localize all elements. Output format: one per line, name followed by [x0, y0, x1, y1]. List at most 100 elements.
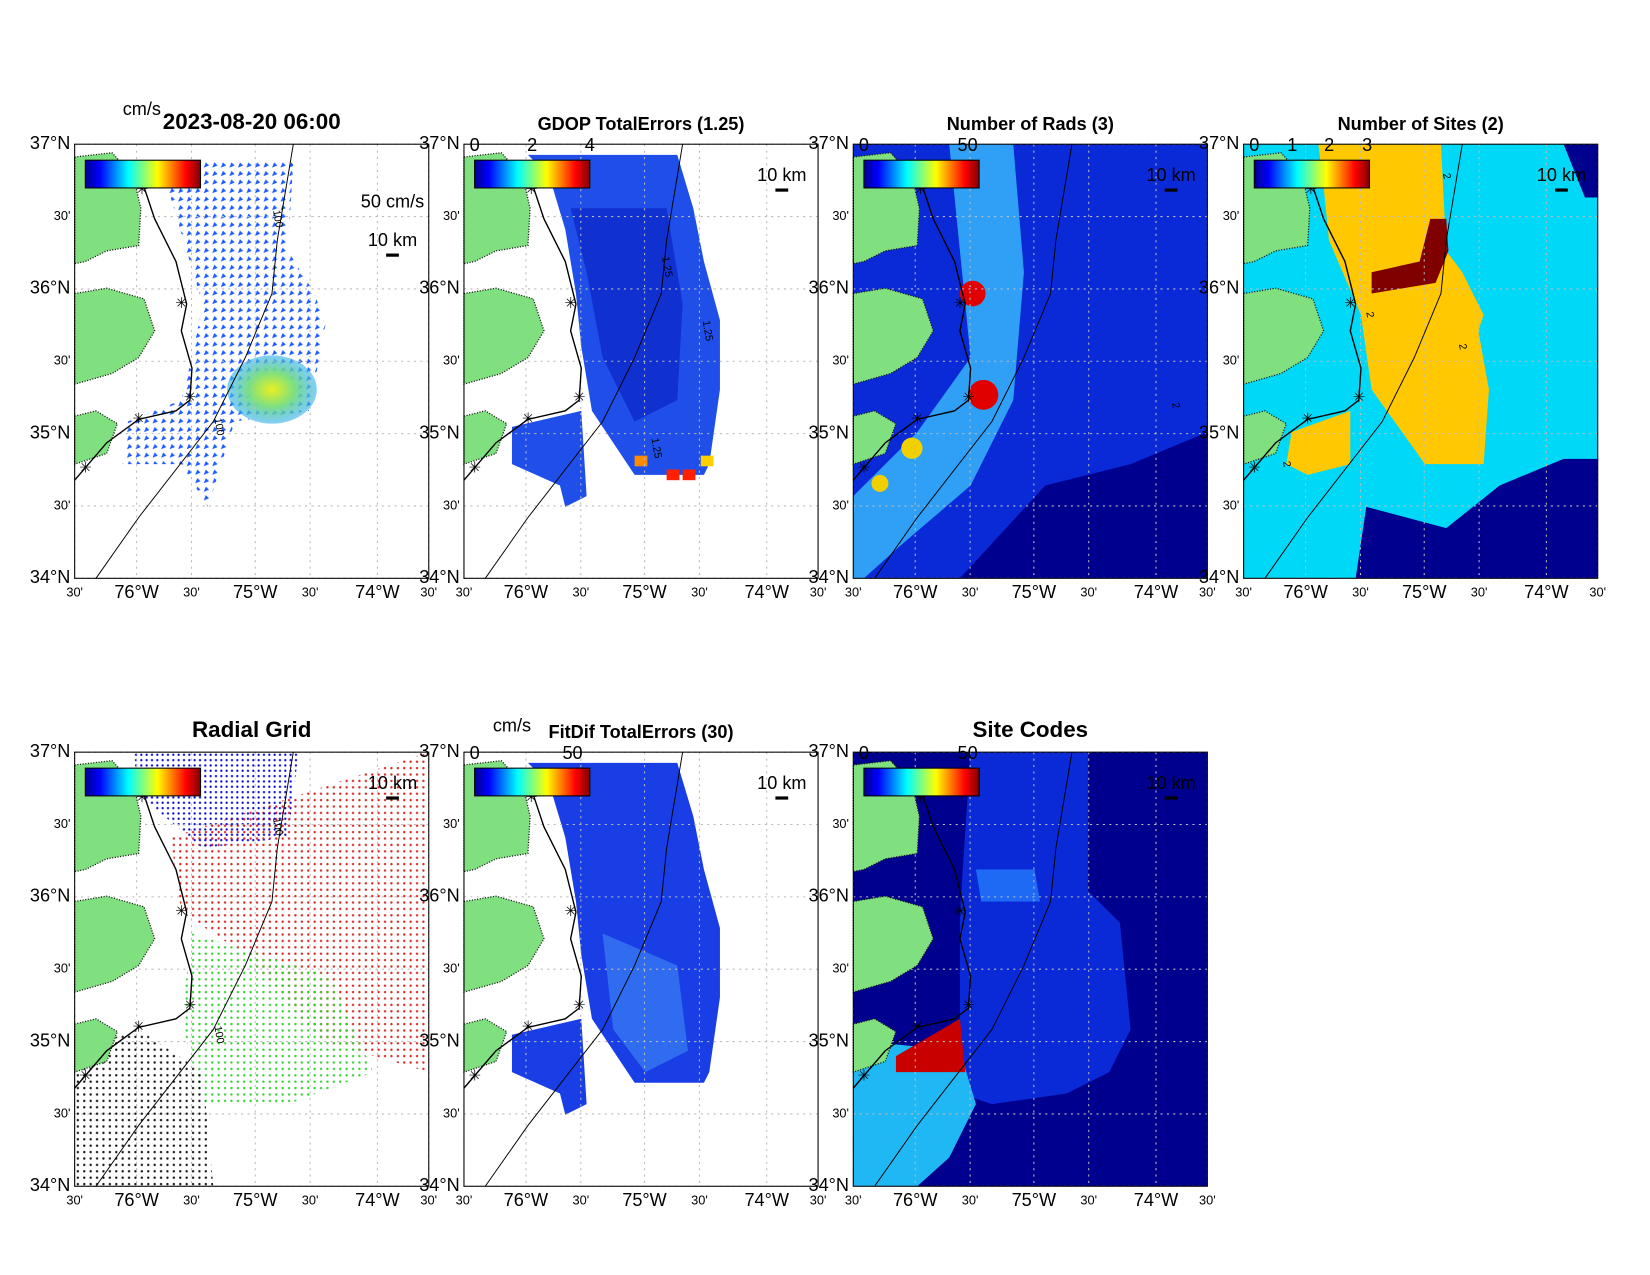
radar-site: ✳: [79, 459, 92, 476]
map-panel: ✳✳✳✳✳37°N30'36°N30'35°N30'34°N30' 76°W 30'…: [30, 717, 437, 1210]
map-frame: [74, 751, 430, 1187]
lat-label: 36°N: [808, 278, 848, 298]
panel-title: GDOP TotalErrors (1.25): [538, 114, 745, 134]
map-frame: [852, 751, 1208, 1187]
panel-title: Site Codes: [972, 717, 1088, 742]
colorbar-tick: 2: [527, 135, 537, 155]
count-hotspot: [901, 437, 923, 459]
coastline: [463, 767, 582, 1089]
lat-label: 36°N: [419, 278, 460, 298]
colorbar: [863, 159, 980, 189]
isobath: [95, 144, 294, 579]
radar-site: ✳: [468, 1067, 481, 1084]
lat-label: 30': [832, 497, 849, 512]
lat-label: 30': [54, 353, 71, 368]
radar-site: ✳: [954, 295, 967, 312]
lon-label: 30': [456, 1193, 473, 1208]
lon-label: 30': [456, 585, 473, 600]
contour-label: 2: [1169, 402, 1182, 410]
lat-label: 37°N: [1199, 133, 1239, 153]
land: [463, 895, 545, 993]
radar-site: ✳: [79, 1067, 92, 1084]
lon-label: 30': [845, 585, 862, 600]
radar-site: ✳: [132, 410, 145, 427]
radar-site: ✳: [564, 903, 577, 920]
lon-label: 75°W: [622, 1190, 667, 1210]
count-hotspot: [968, 379, 999, 410]
lon-label: 74°W: [1134, 582, 1179, 602]
land: [852, 895, 934, 993]
lat-label: 30': [443, 497, 460, 512]
contour-label: 100: [211, 1025, 226, 1045]
scale-label: 10 km: [1146, 165, 1195, 185]
panel-title: Number of Sites (2): [1338, 114, 1504, 134]
lon-label: 76°W: [114, 1190, 159, 1210]
map-panel: ✳✳✳✳✳37°N30'36°N30'35°N30'34°N30' 76°W 30'…: [808, 114, 1215, 602]
map-area: ✳✳✳✳✳: [852, 143, 1208, 579]
lat-label: 37°N: [808, 133, 848, 153]
isobath: [1264, 144, 1463, 579]
lat-label: 34°N: [808, 567, 848, 587]
radar-site: ✳: [1344, 295, 1357, 312]
error-cell: [666, 469, 680, 481]
lon-label: 76°W: [114, 582, 159, 602]
count-hotspot: [871, 474, 889, 492]
lon-label: 30': [420, 1193, 437, 1208]
scale-label: 10 km: [1537, 165, 1586, 185]
sites-field: [1563, 144, 1598, 198]
contour-label: 2: [1280, 460, 1293, 468]
lon-label: 30': [962, 1193, 979, 1208]
lon-label: 30': [572, 585, 589, 600]
radar-site: ✳: [911, 1018, 924, 1035]
lon-label: 75°W: [1012, 1190, 1057, 1210]
colorbar-unit: cm/s: [123, 99, 161, 119]
map-area: ✳✳✳✳✳: [852, 751, 1208, 1187]
count-field: [959, 432, 1208, 579]
lat-label: 30': [54, 816, 71, 831]
land: [1242, 287, 1325, 386]
coastline: [74, 160, 193, 481]
lon-label: 30': [572, 1193, 589, 1208]
lon-label: 30': [1352, 585, 1369, 600]
lat-label: 30': [832, 353, 849, 368]
isobath: [874, 144, 1073, 579]
map-frame: [852, 143, 1208, 579]
coastline: [852, 767, 972, 1089]
contour-label: 2: [1456, 343, 1469, 351]
radar-site: ✳: [175, 903, 188, 920]
lat-label: 37°N: [30, 741, 71, 761]
colorbar-tick: 0: [470, 135, 480, 155]
lat-label: 36°N: [1199, 278, 1239, 298]
colorbar-tick: 50: [562, 743, 582, 763]
lon-label: 30': [1199, 1193, 1216, 1208]
vector-field: [122, 160, 326, 507]
lat-label: 30': [443, 353, 460, 368]
contour-label: 1.25: [648, 437, 663, 460]
lon-label: 30': [302, 1193, 319, 1208]
colorbar-tick: 0: [859, 135, 869, 155]
lat-label: 30': [1223, 497, 1240, 512]
lat-label: 36°N: [30, 278, 71, 298]
colorbar-tick: 0: [470, 743, 480, 763]
lon-label: 74°W: [744, 582, 789, 602]
lon-label: 75°W: [1012, 582, 1057, 602]
lat-label: 30': [443, 961, 460, 976]
error-field: [570, 208, 683, 422]
lon-label: 76°W: [893, 1190, 938, 1210]
map-area: ✳✳✳✳✳: [463, 143, 819, 579]
colorbar: [84, 767, 202, 797]
coastline: [463, 160, 582, 481]
coastline: [852, 160, 972, 481]
lon-label: 74°W: [744, 1190, 789, 1210]
lon-label: 30': [845, 1193, 862, 1208]
lat-label: 30': [1223, 208, 1240, 223]
lon-label: 30': [1589, 585, 1606, 600]
radar-site: ✳: [573, 389, 586, 406]
lat-label: 36°N: [30, 886, 71, 906]
land: [852, 287, 934, 386]
map-frame: [463, 751, 819, 1187]
isobath: [95, 752, 294, 1187]
scale-label: 10 km: [1146, 773, 1195, 793]
scale-label: 10 km: [368, 773, 417, 793]
